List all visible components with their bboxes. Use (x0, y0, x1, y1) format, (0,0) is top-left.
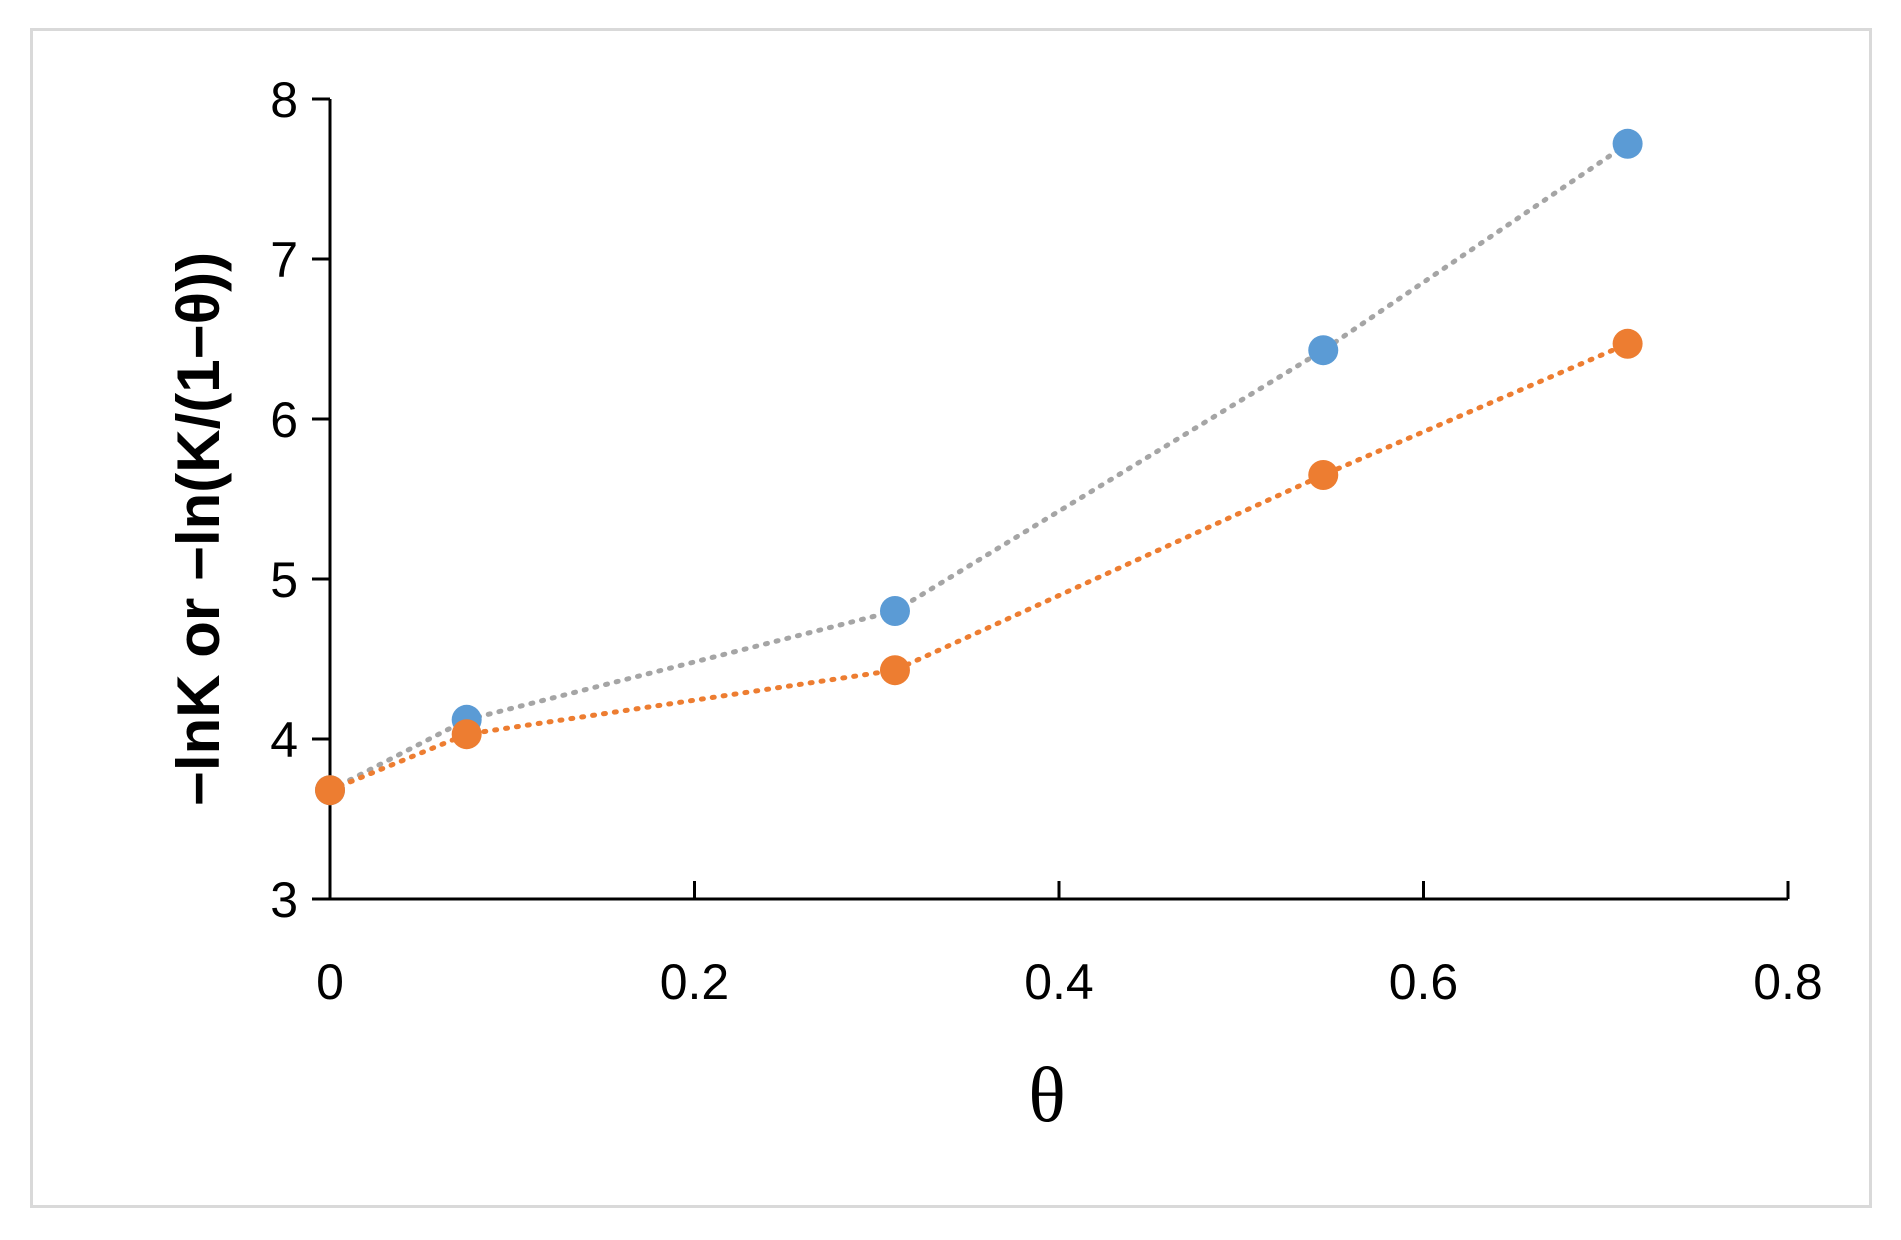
data-point-series-2 (1612, 328, 1643, 359)
x-tick-label: 0.4 (1024, 954, 1094, 1010)
y-tick-label: 4 (270, 712, 298, 768)
data-point-series-2 (451, 719, 482, 750)
axes (328, 99, 1788, 901)
y-axis-title: −lnK or −ln(K/(1−θ)) (165, 252, 232, 806)
x-tick-label: 0.2 (660, 954, 730, 1010)
x-tick-label: 0 (316, 954, 344, 1010)
data-points (315, 128, 1643, 806)
tick-labels: 3 4 5 6 7 8 0 0.2 0.4 0.6 0.8 (270, 72, 1823, 1010)
trendline-series-1 (327, 141, 1631, 793)
scatter-chart: 3 4 5 6 7 8 0 0.2 0.4 0.6 0.8 θ −lnK or −ln(K/(1−θ… (165, 72, 1823, 1138)
data-point-series-1 (1612, 128, 1643, 159)
data-point-series-2 (879, 655, 910, 686)
y-tick-label: 7 (270, 232, 298, 288)
tick-marks (312, 97, 1790, 901)
y-tick-label: 6 (270, 392, 298, 448)
x-axis-title: θ (1028, 1051, 1065, 1138)
trendline-series-2 (327, 341, 1631, 793)
data-point-series-2 (1308, 460, 1339, 490)
x-tick-label: 0.8 (1753, 954, 1823, 1010)
data-point-series-2 (315, 775, 345, 806)
x-tick-label: 0.6 (1389, 954, 1459, 1010)
y-tick-label: 5 (270, 552, 298, 608)
trendline-layer (327, 141, 1631, 793)
y-tick-label: 3 (270, 872, 298, 928)
y-tick-label: 8 (270, 72, 298, 128)
data-point-series-1 (1308, 335, 1339, 366)
chart-frame: 3 4 5 6 7 8 0 0.2 0.4 0.6 0.8 θ −lnK or −ln(K/(1−θ… (30, 28, 1872, 1208)
data-point-series-1 (879, 596, 910, 626)
